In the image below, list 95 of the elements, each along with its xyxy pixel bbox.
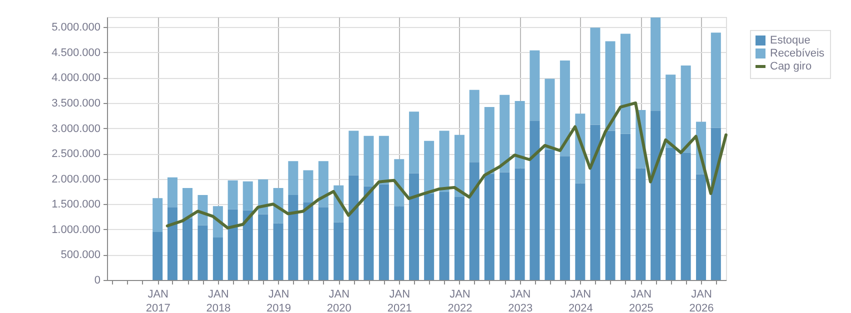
bar [348, 130, 359, 176]
legend-label: Estoque [770, 34, 810, 46]
bar [273, 223, 284, 280]
bar [228, 180, 238, 210]
bar [650, 110, 661, 280]
bar [303, 170, 314, 202]
bar [680, 66, 691, 154]
y-tick-label: 1.500.000 [52, 198, 100, 211]
y-tick-label: 2.000.000 [52, 173, 100, 186]
x-tick-label: JAN 2026 [689, 288, 714, 313]
bar [303, 202, 314, 280]
bar [514, 100, 525, 168]
x-tick-label: JAN 2024 [568, 288, 593, 313]
bar [484, 107, 494, 174]
y-tick-label: 500.000 [60, 249, 100, 262]
bar [258, 179, 268, 214]
bar [560, 156, 570, 280]
bar [454, 197, 464, 280]
bar [228, 209, 238, 280]
bar [318, 161, 328, 208]
bar [182, 218, 193, 280]
y-tick-label: 0 [94, 274, 100, 286]
legend-label: Cap giro [770, 60, 812, 72]
bar [439, 192, 450, 280]
bar [680, 153, 691, 280]
bar [167, 207, 178, 280]
y-tick-label: 3.500.000 [52, 97, 100, 110]
bar [439, 130, 450, 192]
bar [500, 94, 510, 172]
bar [710, 32, 721, 128]
x-tick-label: JAN 2025 [628, 288, 654, 313]
bar [544, 150, 555, 280]
bar [590, 28, 600, 125]
x-tick-label: JAN 2023 [508, 288, 533, 313]
bar [348, 175, 359, 280]
bar [530, 50, 540, 121]
bar [212, 238, 223, 280]
y-tick-label: 4.500.000 [52, 46, 100, 59]
bar [620, 34, 630, 134]
bar [530, 120, 540, 280]
legend-label: Recebíveis [770, 48, 825, 60]
bar [650, 18, 661, 111]
bar [500, 172, 510, 280]
bar [182, 188, 193, 218]
bar [394, 206, 404, 280]
bar [590, 124, 600, 280]
bar [288, 195, 298, 280]
bar [152, 198, 163, 232]
bar [454, 134, 464, 198]
x-tick-label: JAN 2017 [146, 288, 170, 313]
bar [378, 184, 389, 280]
bar [318, 207, 328, 280]
bar [394, 159, 404, 206]
bar [666, 148, 676, 280]
bar [409, 112, 420, 174]
bar [424, 140, 434, 194]
bar [273, 188, 284, 224]
y-tick-label: 2.500.000 [52, 148, 100, 160]
bar [605, 130, 616, 280]
x-tick-label: JAN 2021 [387, 288, 412, 313]
bar [666, 74, 676, 148]
bar [364, 136, 374, 186]
bar [636, 168, 646, 280]
bar [288, 161, 298, 196]
x-tick-label: JAN 2022 [448, 288, 472, 313]
y-tick-label: 4.000.000 [52, 72, 100, 84]
bar [469, 90, 480, 162]
bar [696, 174, 706, 280]
bar [560, 60, 570, 156]
y-tick-label: 5.000.000 [52, 22, 100, 34]
bar [198, 225, 208, 280]
bar [334, 222, 344, 280]
bar [167, 177, 178, 208]
bar [242, 181, 253, 210]
bar [258, 214, 268, 280]
bar [710, 128, 721, 280]
bar [364, 186, 374, 280]
bar [484, 174, 494, 280]
line-series [166, 101, 728, 230]
bar [409, 173, 420, 280]
bar [575, 183, 586, 280]
bar [378, 136, 389, 184]
x-tick-label: JAN 2019 [266, 288, 292, 313]
bar [620, 134, 630, 280]
y-tick-label: 3.000.000 [52, 122, 100, 135]
bar [242, 210, 253, 280]
bar [424, 194, 434, 280]
x-tick-label: JAN 2020 [326, 288, 352, 313]
x-tick-label: JAN 2018 [206, 288, 231, 313]
bar [469, 162, 480, 280]
bar [544, 78, 555, 150]
bar [152, 232, 163, 280]
bar [514, 168, 525, 280]
bar [605, 41, 616, 131]
y-tick-label: 1.000.000 [52, 224, 100, 236]
